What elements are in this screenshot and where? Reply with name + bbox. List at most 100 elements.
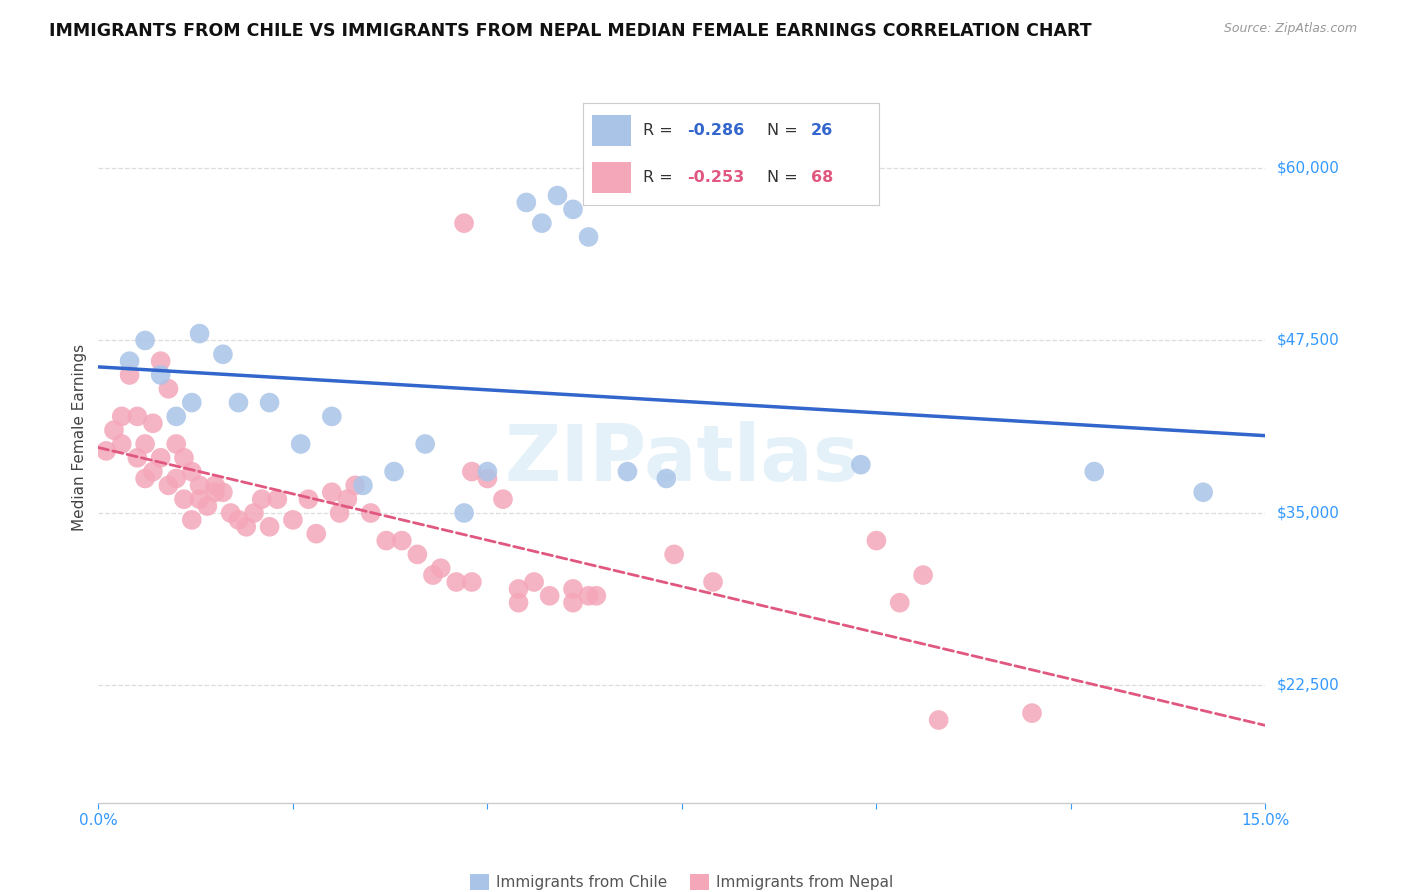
Bar	[592, 162, 631, 193]
Point	[889, 596, 911, 610]
Legend: Immigrants from Chile, Immigrants from Nepal: Immigrants from Chile, Immigrants from N…	[470, 874, 894, 890]
Point	[849, 458, 872, 472]
Point	[149, 368, 172, 382]
Point	[297, 492, 319, 507]
Point	[204, 478, 226, 492]
Point	[228, 513, 250, 527]
Text: $60,000: $60,000	[1277, 161, 1340, 176]
Text: -0.286: -0.286	[688, 123, 744, 137]
Text: R =: R =	[643, 123, 678, 137]
Text: -0.253: -0.253	[688, 170, 744, 185]
Text: $35,000: $35,000	[1277, 506, 1340, 521]
Point	[413, 437, 436, 451]
Point	[204, 485, 226, 500]
Point	[118, 368, 141, 382]
Point	[321, 409, 343, 424]
Point	[134, 437, 156, 451]
Point	[655, 471, 678, 485]
Point	[127, 450, 149, 465]
Point	[180, 465, 202, 479]
Point	[1021, 706, 1043, 720]
Point	[422, 568, 444, 582]
Text: Source: ZipAtlas.com: Source: ZipAtlas.com	[1223, 22, 1357, 36]
Point	[523, 574, 546, 589]
Point	[219, 506, 242, 520]
Point	[344, 478, 367, 492]
Point	[173, 450, 195, 465]
Point	[165, 409, 187, 424]
Point	[103, 423, 125, 437]
Point	[453, 216, 475, 230]
Text: 68: 68	[811, 170, 834, 185]
Point	[243, 506, 266, 520]
Point	[228, 395, 250, 409]
Point	[406, 548, 429, 562]
Point	[118, 354, 141, 368]
Text: N =: N =	[766, 170, 803, 185]
Point	[352, 478, 374, 492]
Point	[173, 492, 195, 507]
Point	[165, 437, 187, 451]
Point	[259, 395, 281, 409]
Point	[127, 409, 149, 424]
Point	[461, 574, 484, 589]
Point	[546, 188, 568, 202]
Point	[111, 409, 134, 424]
Point	[453, 506, 475, 520]
Text: R =: R =	[643, 170, 678, 185]
Text: 26: 26	[811, 123, 834, 137]
Point	[329, 506, 352, 520]
Point	[188, 326, 211, 341]
Point	[157, 382, 180, 396]
Point	[515, 195, 537, 210]
Point	[508, 582, 530, 596]
Point	[180, 513, 202, 527]
Point	[382, 465, 405, 479]
Point	[446, 574, 468, 589]
Point	[111, 437, 134, 451]
Point	[96, 443, 118, 458]
Point	[149, 450, 172, 465]
Point	[321, 485, 343, 500]
Point	[578, 230, 600, 244]
Point	[616, 465, 638, 479]
Point	[250, 492, 273, 507]
Y-axis label: Median Female Earnings: Median Female Earnings	[72, 343, 87, 531]
Point	[477, 465, 499, 479]
Point	[360, 506, 382, 520]
Point	[508, 596, 530, 610]
Point	[180, 395, 202, 409]
Text: $22,500: $22,500	[1277, 678, 1340, 693]
Point	[188, 478, 211, 492]
Point	[188, 492, 211, 507]
Point	[562, 582, 585, 596]
Point	[530, 216, 553, 230]
Point	[1083, 465, 1105, 479]
Point	[865, 533, 887, 548]
Point	[538, 589, 561, 603]
Point	[662, 548, 685, 562]
Point	[461, 465, 484, 479]
Point	[134, 334, 156, 348]
Text: $47,500: $47,500	[1277, 333, 1340, 348]
Point	[492, 492, 515, 507]
Point	[429, 561, 451, 575]
Point	[305, 526, 328, 541]
Point	[212, 347, 235, 361]
Point	[142, 417, 165, 431]
Point	[235, 520, 257, 534]
Point	[912, 568, 935, 582]
Point	[290, 437, 312, 451]
Bar	[592, 115, 631, 145]
Point	[391, 533, 413, 548]
Point	[259, 520, 281, 534]
Point	[585, 589, 607, 603]
Point	[149, 354, 172, 368]
Point	[578, 589, 600, 603]
Text: IMMIGRANTS FROM CHILE VS IMMIGRANTS FROM NEPAL MEDIAN FEMALE EARNINGS CORRELATIO: IMMIGRANTS FROM CHILE VS IMMIGRANTS FROM…	[49, 22, 1092, 40]
Point	[562, 596, 585, 610]
Point	[165, 471, 187, 485]
Point	[375, 533, 398, 548]
Point	[142, 465, 165, 479]
Point	[195, 499, 218, 513]
